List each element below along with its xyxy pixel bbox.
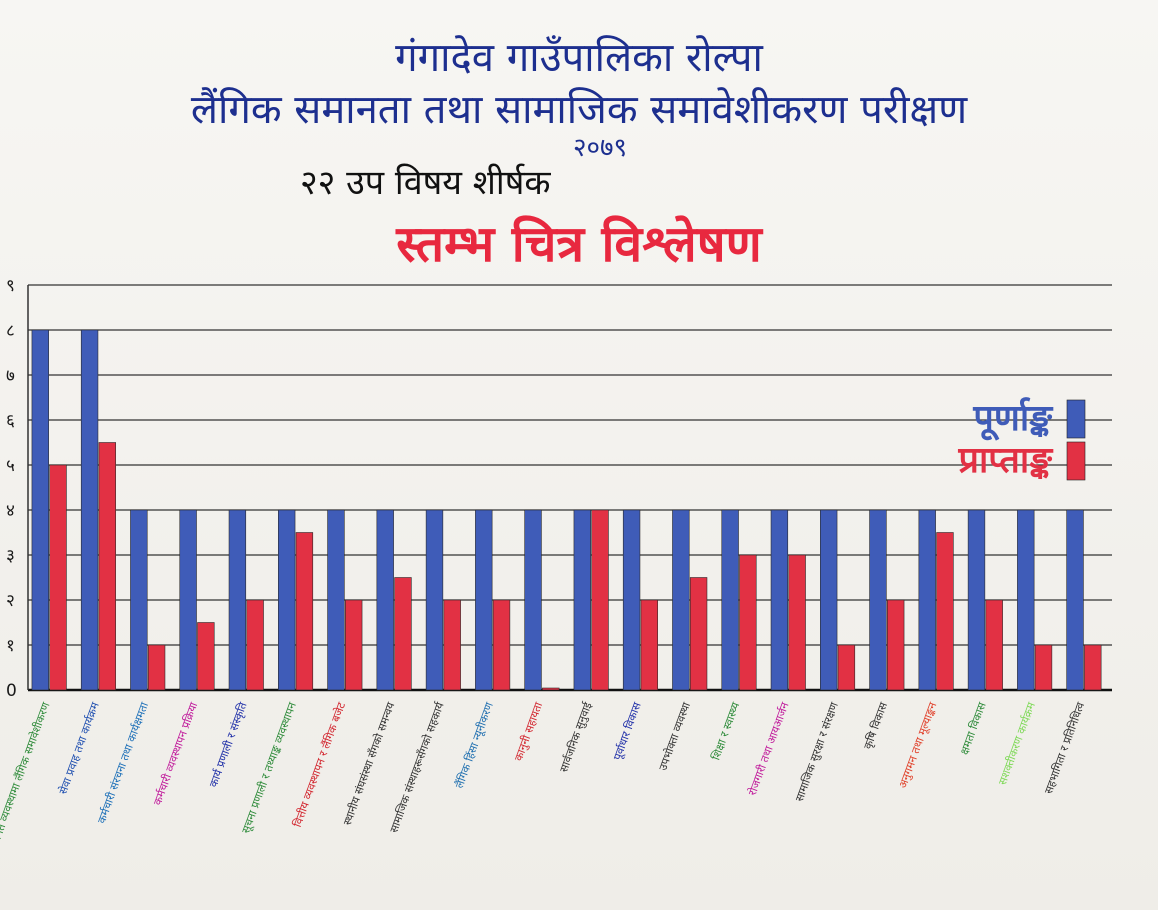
bar-full-marks bbox=[425, 509, 444, 691]
legend-swatch bbox=[1066, 441, 1086, 481]
bar-obtained-marks bbox=[936, 532, 954, 691]
x-tick-label: लैंगिक हिंसा न्यूनीकरण bbox=[453, 700, 497, 791]
bar-obtained-marks bbox=[394, 577, 412, 691]
bar-full-marks bbox=[820, 509, 838, 691]
subtitle: २२ उप विषय शीर्षक bbox=[300, 163, 551, 203]
chart-legend: पूर्णाङ्कप्राप्ताङ्क bbox=[957, 397, 1086, 481]
bar-full-marks bbox=[672, 509, 690, 691]
bar-full-marks bbox=[80, 329, 99, 691]
x-tick-label: अनुगमन तथा मूल्याङ्कन bbox=[896, 700, 940, 791]
y-tick-label: २ bbox=[6, 591, 15, 611]
bar-obtained-marks bbox=[739, 554, 757, 691]
chart-bars bbox=[31, 329, 1102, 691]
bar-obtained-marks bbox=[788, 554, 806, 691]
bar-full-marks bbox=[130, 509, 148, 691]
y-tick-label: ८ bbox=[6, 321, 15, 341]
title-line-1: गंगादेव गाउँपालिका रोल्पा bbox=[395, 35, 763, 81]
bar-obtained-marks bbox=[887, 599, 905, 691]
chart-heading: स्तम्भ चित्र विश्लेषण bbox=[396, 214, 762, 273]
bar-obtained-marks bbox=[295, 532, 314, 691]
legend-label: पूर्णाङ्क bbox=[972, 397, 1054, 441]
x-tick-label: सूचना प्रणाली र तथ्याङ्क व्यवस्थापन bbox=[239, 700, 300, 836]
x-tick-label: रोजगारी तथा आयआर्जन bbox=[746, 700, 792, 798]
x-tick-label: नीतिगत व्यवस्थामा लैंगिक समावेशीकरण bbox=[0, 700, 53, 856]
bar-obtained-marks bbox=[689, 577, 708, 691]
bar-full-marks bbox=[967, 509, 986, 691]
bar-full-marks bbox=[573, 509, 591, 691]
x-tick-label: स्थानीय संघसंस्था सँगको समन्वय bbox=[341, 700, 398, 827]
bar-obtained-marks bbox=[1084, 644, 1102, 691]
x-tick-label: शिक्षा र स्वास्थ्य bbox=[709, 700, 742, 762]
bar-full-marks bbox=[1066, 509, 1084, 691]
bar-full-marks bbox=[918, 509, 936, 691]
y-tick-label: १ bbox=[6, 636, 15, 656]
x-tick-label: सशक्तीकरण कार्यक्रम bbox=[996, 700, 1038, 787]
legend-swatch bbox=[1066, 399, 1086, 439]
y-axis-ticks: 0 १ २ ३ ४ ५ ६ ७ ८ ९ bbox=[6, 276, 17, 701]
title-line-2: लैंगिक समानता तथा सामाजिक समावेशीकरण परी… bbox=[190, 87, 968, 133]
x-tick-label: वित्तीय व्यवस्थापन र लैंगिक बजेट bbox=[291, 700, 348, 829]
bar-obtained-marks bbox=[837, 644, 856, 691]
x-tick-label: क्षमता विकास bbox=[958, 700, 989, 756]
bar-full-marks bbox=[228, 509, 247, 691]
y-tick-label: ६ bbox=[6, 411, 15, 431]
bar-obtained-marks bbox=[985, 599, 1003, 691]
chart-grid bbox=[27, 284, 1112, 692]
bar-obtained-marks bbox=[147, 644, 166, 691]
bar-full-marks bbox=[869, 509, 887, 691]
bar-obtained-marks bbox=[542, 687, 560, 691]
bar-chart: 0 १ २ ३ ४ ५ ६ ७ ८ ९ नीतिगत व्यवस्थामा लैंगिक समाव… bbox=[0, 276, 1112, 856]
bar-full-marks bbox=[1017, 509, 1035, 691]
bar-obtained-marks bbox=[640, 599, 658, 691]
bar-full-marks bbox=[770, 509, 789, 691]
bar-full-marks bbox=[376, 509, 394, 691]
x-tick-label: पूर्वाधार विकास bbox=[611, 700, 645, 762]
y-tick-label: ७ bbox=[6, 366, 15, 386]
year-label: २०७९ bbox=[572, 133, 628, 163]
bar-obtained-marks bbox=[345, 599, 363, 691]
bar-full-marks bbox=[278, 509, 296, 691]
bar-full-marks bbox=[475, 509, 493, 691]
bar-obtained-marks bbox=[197, 622, 215, 691]
bar-full-marks bbox=[179, 509, 197, 691]
bar-obtained-marks bbox=[1034, 644, 1053, 691]
y-tick-label: ३ bbox=[6, 546, 15, 566]
x-tick-label: सेवा प्रवाह तथा कार्यक्रम bbox=[56, 700, 101, 796]
legend-label: प्राप्ताङ्क bbox=[957, 440, 1054, 481]
bar-full-marks bbox=[622, 509, 641, 691]
bar-full-marks bbox=[327, 509, 345, 691]
x-tick-label: उपभोक्ता व्यवस्था bbox=[656, 700, 693, 772]
y-tick-label: ९ bbox=[6, 276, 15, 296]
bar-obtained-marks bbox=[492, 599, 511, 691]
bar-obtained-marks bbox=[443, 599, 461, 691]
y-tick-label: ४ bbox=[6, 501, 15, 521]
x-tick-label: कृषि विकास bbox=[861, 700, 890, 751]
bar-obtained-marks bbox=[246, 599, 264, 691]
bar-full-marks bbox=[524, 509, 542, 691]
y-tick-label: ५ bbox=[6, 456, 15, 476]
x-tick-label: कर्मचारी व्यवस्थापन प्रक्रिया bbox=[151, 700, 200, 807]
bar-full-marks bbox=[721, 509, 739, 691]
x-tick-label: कर्मचारी संरचना तथा कार्यक्षमता bbox=[95, 700, 151, 825]
x-axis-labels: नीतिगत व्यवस्थामा लैंगिक समावेशीकरण सेवा … bbox=[0, 700, 1088, 856]
x-tick-label: सामाजिक संस्थाहरूसँगको सहकार्य bbox=[387, 700, 447, 835]
x-tick-label: सामाजिक सुरक्षा र संरक्षण bbox=[793, 700, 841, 804]
x-tick-label: कार्य प्रणाली र संस्कृति bbox=[207, 700, 250, 789]
bar-obtained-marks bbox=[591, 509, 609, 691]
y-tick-label: 0 bbox=[6, 681, 17, 701]
x-tick-label: सहभागिता र प्रतिनिधित्व bbox=[1042, 700, 1088, 796]
bar-obtained-marks bbox=[98, 442, 116, 691]
x-tick-label: कानुनी सहायता bbox=[512, 700, 545, 762]
x-tick-label: सार्वजनिक सुनुवाई bbox=[557, 700, 595, 774]
bar-obtained-marks bbox=[49, 464, 67, 691]
bar-full-marks bbox=[31, 329, 49, 691]
